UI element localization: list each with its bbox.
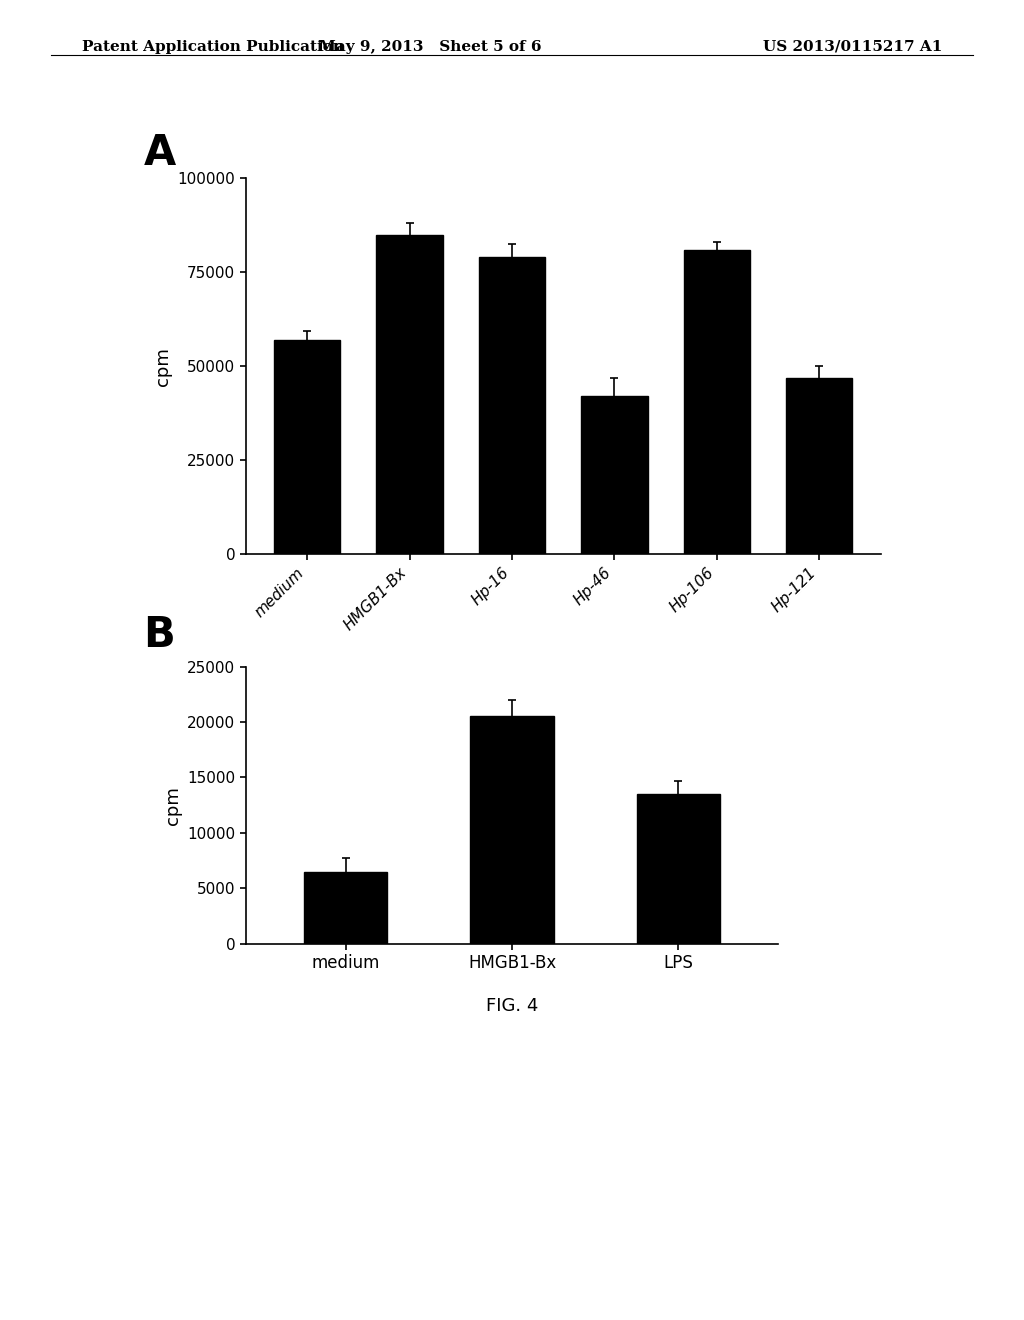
Bar <box>377 235 442 554</box>
Bar <box>304 871 387 944</box>
Bar <box>684 249 750 554</box>
Y-axis label: cpm: cpm <box>164 785 181 825</box>
Bar <box>479 257 546 554</box>
Text: FIG. 4: FIG. 4 <box>485 997 539 1015</box>
Bar <box>470 717 554 944</box>
Bar <box>273 341 340 554</box>
Y-axis label: cpm: cpm <box>154 347 172 385</box>
Bar <box>582 396 648 554</box>
Text: B: B <box>143 614 175 656</box>
Bar <box>637 795 720 944</box>
Text: Patent Application Publication: Patent Application Publication <box>82 40 344 54</box>
Bar <box>786 378 853 554</box>
Text: May 9, 2013   Sheet 5 of 6: May 9, 2013 Sheet 5 of 6 <box>318 40 542 54</box>
Text: US 2013/0115217 A1: US 2013/0115217 A1 <box>763 40 942 54</box>
Text: A: A <box>143 132 175 174</box>
